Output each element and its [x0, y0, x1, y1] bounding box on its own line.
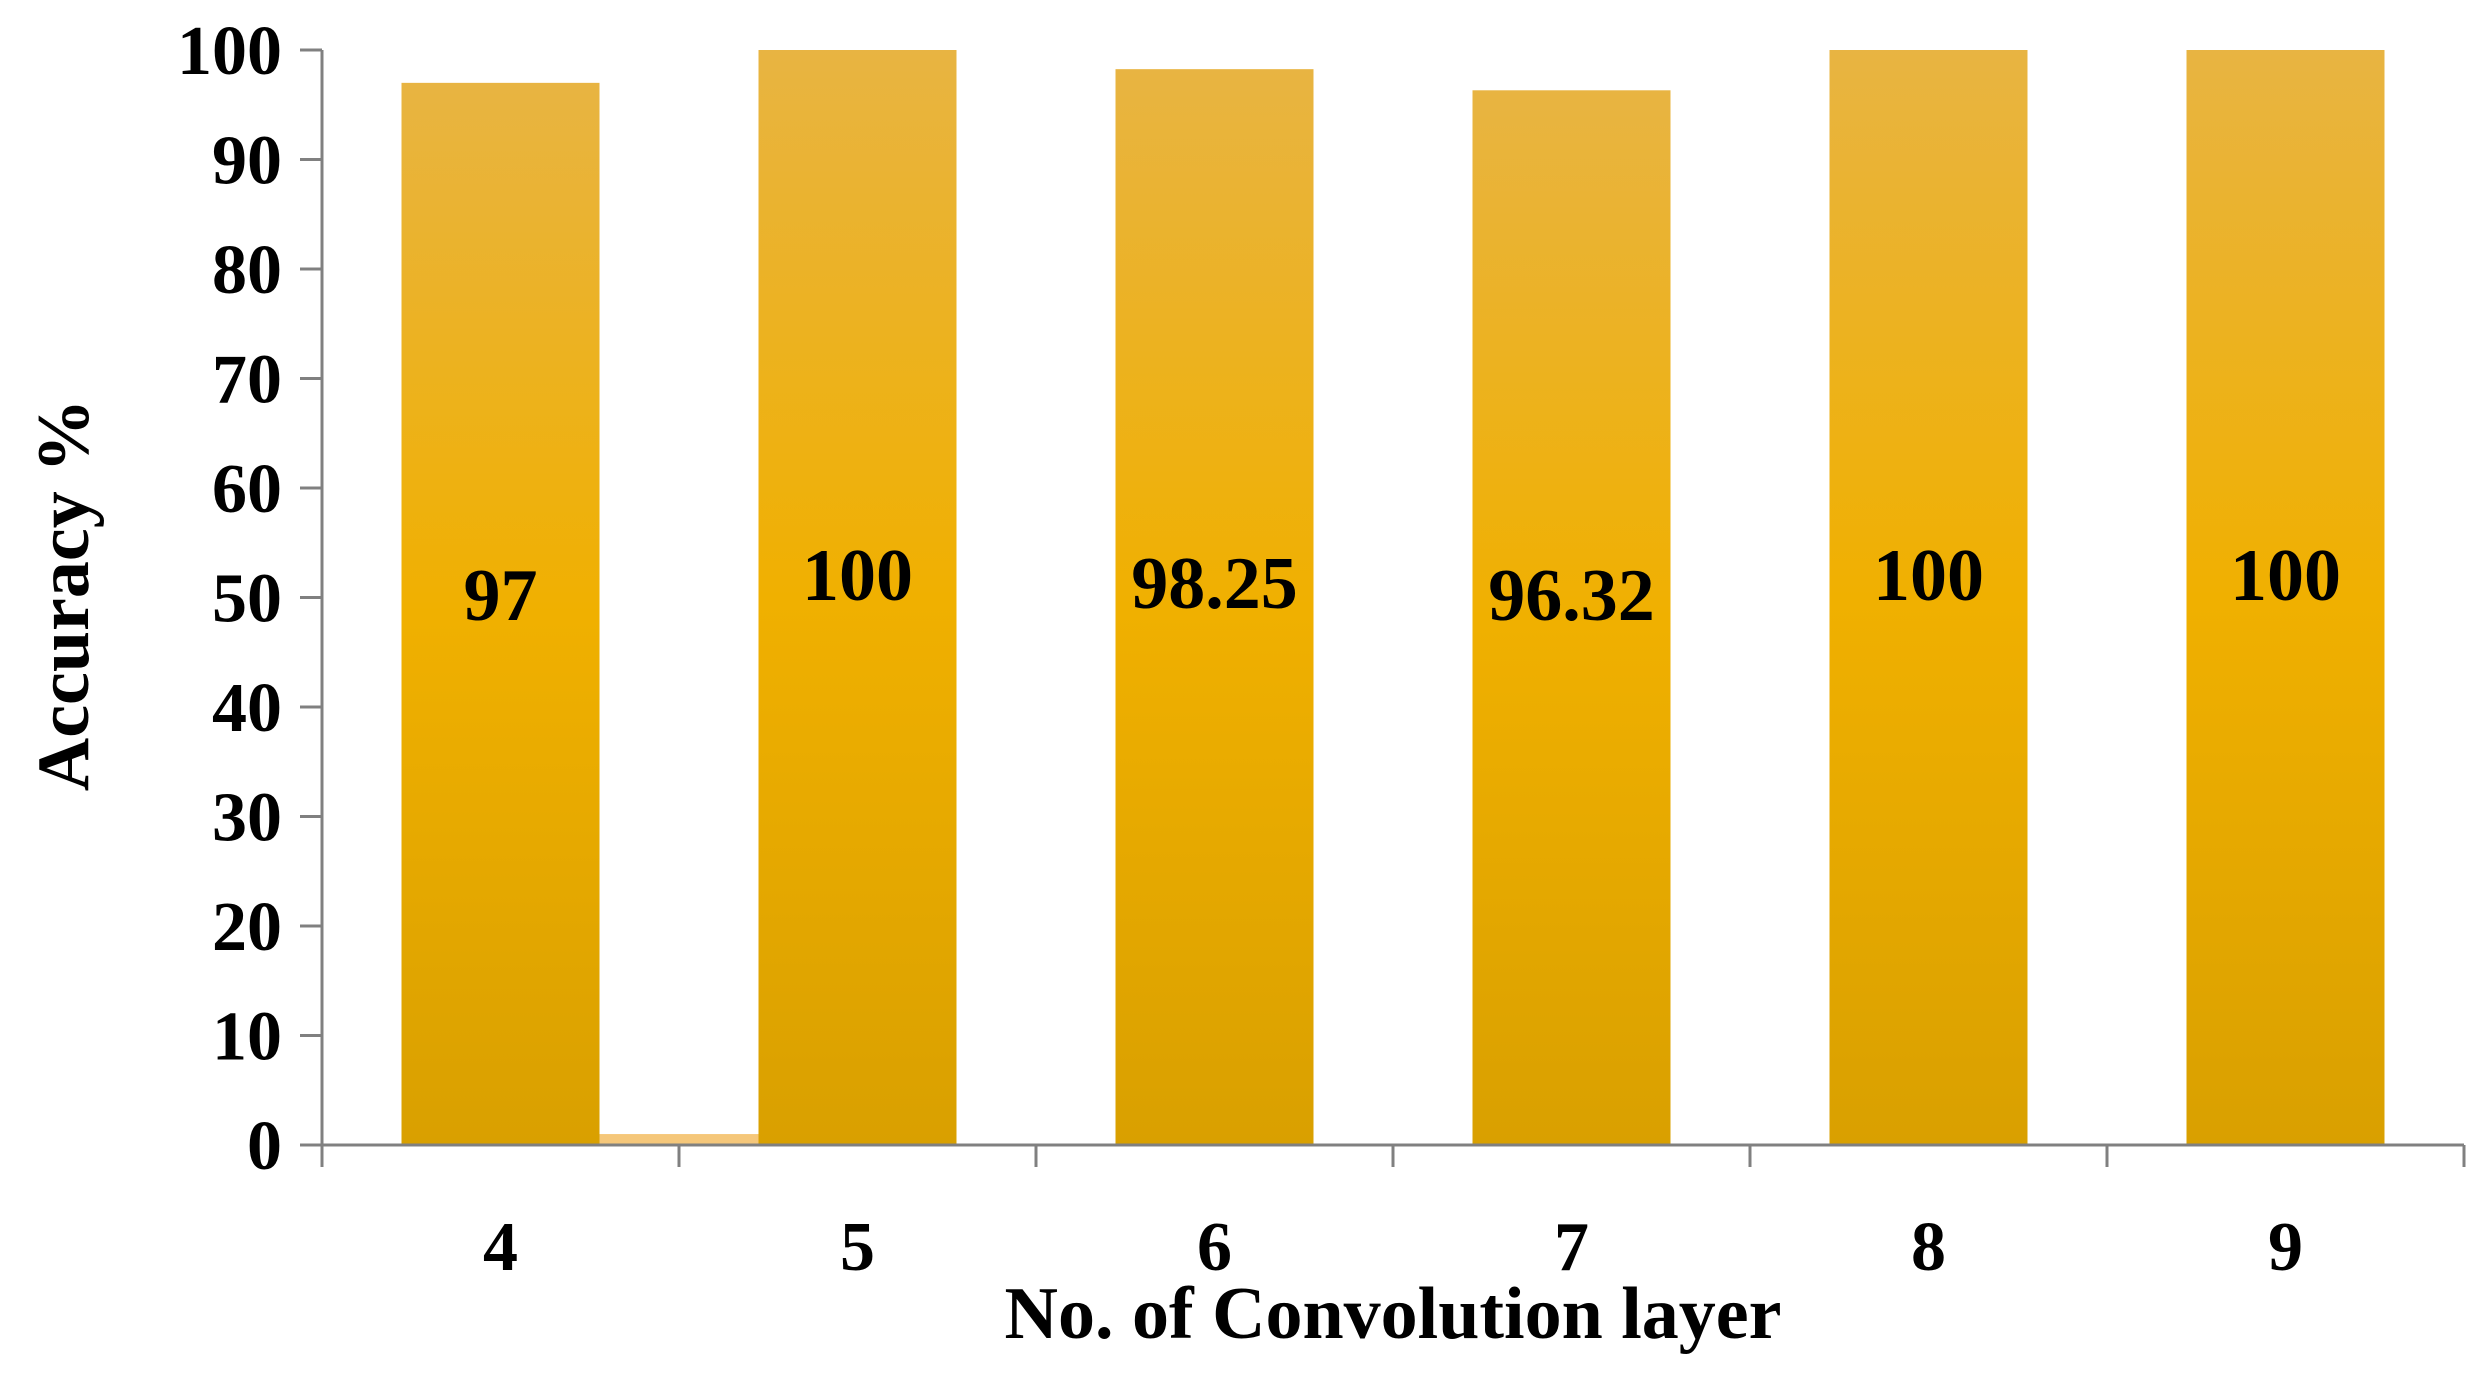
bar [758, 50, 957, 1145]
data-label: 100 [1873, 535, 1984, 617]
bar [1472, 90, 1671, 1145]
x-tick-label: 7 [1554, 1209, 1589, 1286]
y-tick-label: 0 [247, 1108, 282, 1185]
y-axis-title: Accuracy % [23, 399, 105, 791]
axes-layer [320, 50, 2464, 1147]
bar [1829, 50, 2028, 1145]
x-tick-label: 6 [1197, 1209, 1232, 1286]
x-tick-label: 5 [840, 1209, 875, 1286]
y-tick-label: 90 [212, 123, 282, 200]
data-label: 100 [802, 535, 913, 617]
x-axis-ticks: 4 5 6 7 8 9 [320, 1145, 2466, 1286]
x-tick-label: 4 [483, 1209, 518, 1286]
bar [401, 82, 600, 1146]
data-label: 100 [2230, 535, 2341, 617]
x-axis-title: No. of Convolution layer [1005, 1273, 1782, 1355]
y-tick-label: 80 [212, 232, 282, 309]
bar [2186, 50, 2385, 1145]
y-tick-label: 10 [212, 999, 282, 1076]
bar [1115, 69, 1314, 1146]
data-label: 97 [464, 555, 538, 637]
y-tick-label: 30 [212, 780, 282, 857]
y-tick-label: 20 [212, 889, 282, 966]
data-label: 98.25 [1131, 543, 1298, 625]
y-tick-label: 40 [212, 670, 282, 747]
y-tick-label: 70 [212, 342, 282, 419]
x-tick-label: 9 [2268, 1209, 2303, 1286]
y-axis-ticks: 0 10 20 30 40 50 60 70 80 90 100 [177, 13, 322, 1185]
y-tick-label: 100 [177, 13, 282, 90]
bars-layer [401, 50, 2385, 1146]
y-tick-label: 50 [212, 561, 282, 638]
y-tick-label: 60 [212, 451, 282, 528]
data-label: 96.32 [1488, 555, 1655, 637]
secondary-bar [599, 1134, 759, 1145]
data-labels: 97 100 98.25 96.32 100 100 [464, 535, 2342, 637]
x-tick-label: 8 [1911, 1209, 1946, 1286]
